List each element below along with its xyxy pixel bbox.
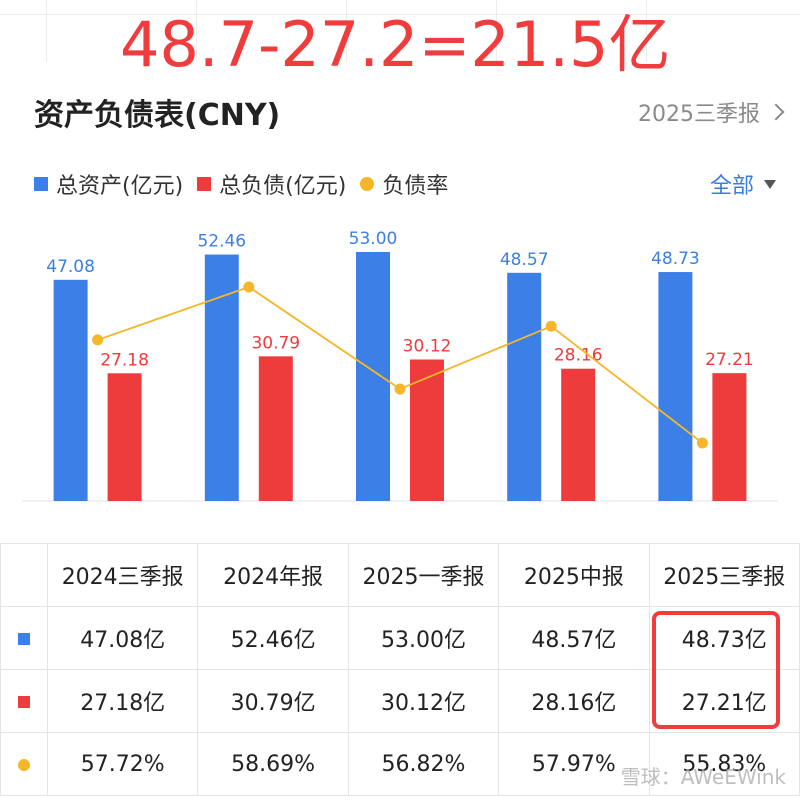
grid-line: [346, 0, 347, 62]
table-cell: 55.83%: [648, 732, 800, 796]
debt-ratio-point: [243, 281, 255, 293]
table-header-row: 2024三季报 2024年报 2025一季报 2025中报 2025三季报: [0, 543, 800, 607]
legend-item-liabilities[interactable]: 总负债(亿元): [197, 168, 346, 200]
bar-value-label: 27.18: [100, 350, 149, 370]
caret-down-icon: [764, 179, 776, 189]
bar-assets: [53, 279, 88, 501]
balance-sheet-chart: 47.08 27.18 52.46 30.79 53.00 30.12 48.57 28.16…: [22, 229, 778, 502]
table-cell: 57.97%: [498, 732, 650, 796]
table-cell: 28.16亿: [498, 669, 650, 733]
table-cell: 56.82%: [347, 732, 500, 796]
filter-dropdown[interactable]: 全部: [710, 168, 776, 200]
bar-value-label: 47.08: [46, 257, 95, 277]
table-cell: 48.57亿: [498, 606, 650, 670]
grid-line: [496, 0, 497, 62]
bar-assets: [356, 252, 390, 501]
grid-line: [0, 14, 800, 15]
debt-ratio-point: [545, 320, 557, 332]
period-selector[interactable]: 2025三季报: [638, 96, 785, 128]
bar-value-label: 48.57: [500, 250, 549, 270]
red-square-icon: [18, 695, 30, 708]
bar-value-label: 48.73: [651, 249, 700, 269]
grid-line: [646, 0, 647, 62]
table-cell: 30.79亿: [197, 669, 349, 733]
debt-ratio-point: [92, 334, 104, 346]
annotation-overlay: 48.7-27.2=21.5亿: [120, 8, 671, 81]
bar-value-label: 53.00: [349, 229, 398, 249]
table-cell: 53.00亿: [347, 606, 500, 670]
yellow-dot-icon: [18, 758, 30, 771]
debt-ratio-point: [696, 437, 708, 449]
table-cell: 58.69%: [197, 732, 349, 796]
bar-liabilities: [107, 373, 142, 501]
legend-square-icon: [34, 177, 48, 191]
table-header-cell: 2024年报: [197, 543, 349, 607]
table-cell: 57.72%: [46, 732, 199, 796]
table-corner-cell: [0, 543, 48, 607]
table-header-cell: 2025三季报: [648, 543, 800, 607]
page-title: 资产负债表(CNY): [34, 98, 281, 133]
top-table-remnant: [0, 0, 800, 62]
bar-liabilities: [561, 368, 596, 501]
table-row-assets: 47.08亿 52.46亿 53.00亿 48.57亿 48.73亿: [0, 606, 800, 670]
legend-item-assets[interactable]: 总资产(亿元): [34, 168, 183, 200]
data-table: 2024三季报 2024年报 2025一季报 2025中报 2025三季报 47…: [0, 543, 800, 796]
debt-ratio-line: [97, 286, 703, 444]
chevron-right-icon: [767, 103, 785, 121]
table-cell: 27.18亿: [46, 669, 199, 733]
table-cell: 47.08亿: [46, 606, 199, 670]
bar-assets: [507, 272, 542, 501]
grid-line: [46, 0, 47, 62]
bar-liabilities: [410, 359, 444, 501]
highlight-annotation-box: [652, 611, 780, 729]
chart-legend: 总资产(亿元) 总负债(亿元) 负债率: [34, 168, 462, 200]
row-marker-cell: [0, 669, 48, 733]
filter-label: 全部: [709, 174, 754, 199]
bar-value-label: 30.79: [251, 333, 300, 353]
bar-assets: [658, 272, 693, 501]
watermark: 雪球：AWeEWink: [620, 765, 786, 789]
grid-line: [196, 0, 197, 62]
bar-value-label: 28.16: [554, 346, 603, 366]
table-row-debt-ratio: 57.72% 58.69% 56.82% 57.97% 55.83%: [0, 732, 800, 796]
legend-item-debt-ratio[interactable]: 负债率: [360, 168, 448, 200]
period-label: 2025三季报: [638, 102, 760, 127]
legend-label: 总负债(亿元): [219, 174, 347, 199]
table-header-cell: 2025一季报: [347, 543, 500, 607]
bar-liabilities: [258, 356, 293, 501]
legend-dot-icon: [360, 177, 375, 191]
row-marker-cell: [0, 732, 48, 796]
legend-square-icon: [197, 177, 212, 191]
table-header-cell: 2025中报: [498, 543, 650, 607]
table-cell: 30.12亿: [347, 669, 500, 733]
bar-liabilities: [712, 373, 747, 501]
table-header-cell: 2024三季报: [46, 543, 199, 607]
bar-value-label: 52.46: [197, 232, 246, 252]
legend-label: 总资产(亿元): [56, 174, 184, 199]
bar-value-label: 27.21: [705, 350, 754, 370]
blue-square-icon: [18, 632, 30, 645]
table-cell: 52.46亿: [197, 606, 349, 670]
debt-ratio-point: [394, 383, 406, 395]
row-marker-cell: [0, 606, 48, 670]
legend-label: 负债率: [382, 174, 449, 199]
bar-value-label: 30.12: [403, 336, 452, 356]
